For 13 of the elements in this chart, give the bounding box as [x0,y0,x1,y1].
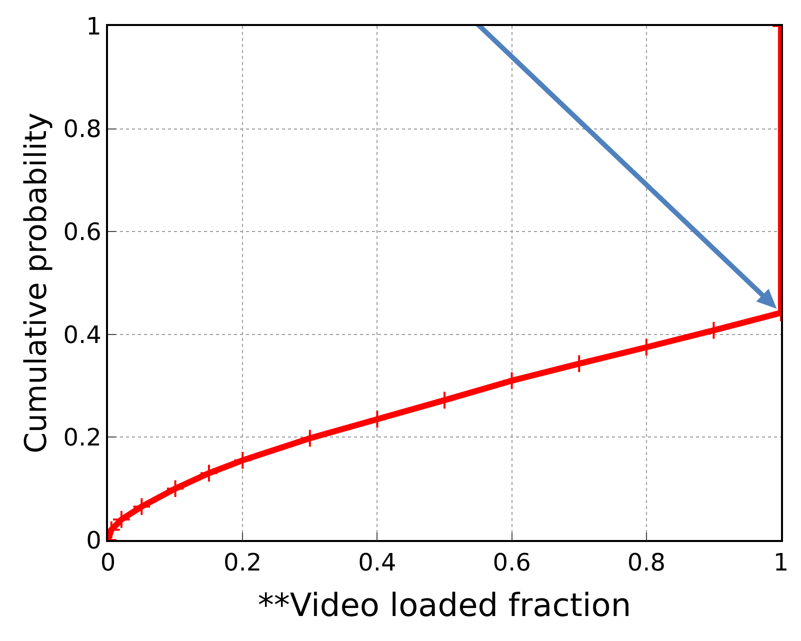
y-tick-label: 0.6 [63,218,102,246]
x-tick-label: 0.2 [224,548,262,577]
y-axis-title: Cumulative probability [18,112,54,454]
x-tick-label: 0.8 [627,548,666,577]
x-tick-label: 0.6 [492,548,531,577]
x-tick-label: 0.4 [358,548,396,577]
x-tick-label: 1 [773,548,789,577]
y-tick-label: 0.4 [63,320,102,349]
y-tick-label: 1 [86,12,102,40]
x-axis-title: **Video loaded fraction [258,586,632,624]
y-tick-label: 0 [86,526,102,554]
y-tick-label: 0.8 [63,115,102,144]
y-tick-label: 0.2 [63,424,102,452]
